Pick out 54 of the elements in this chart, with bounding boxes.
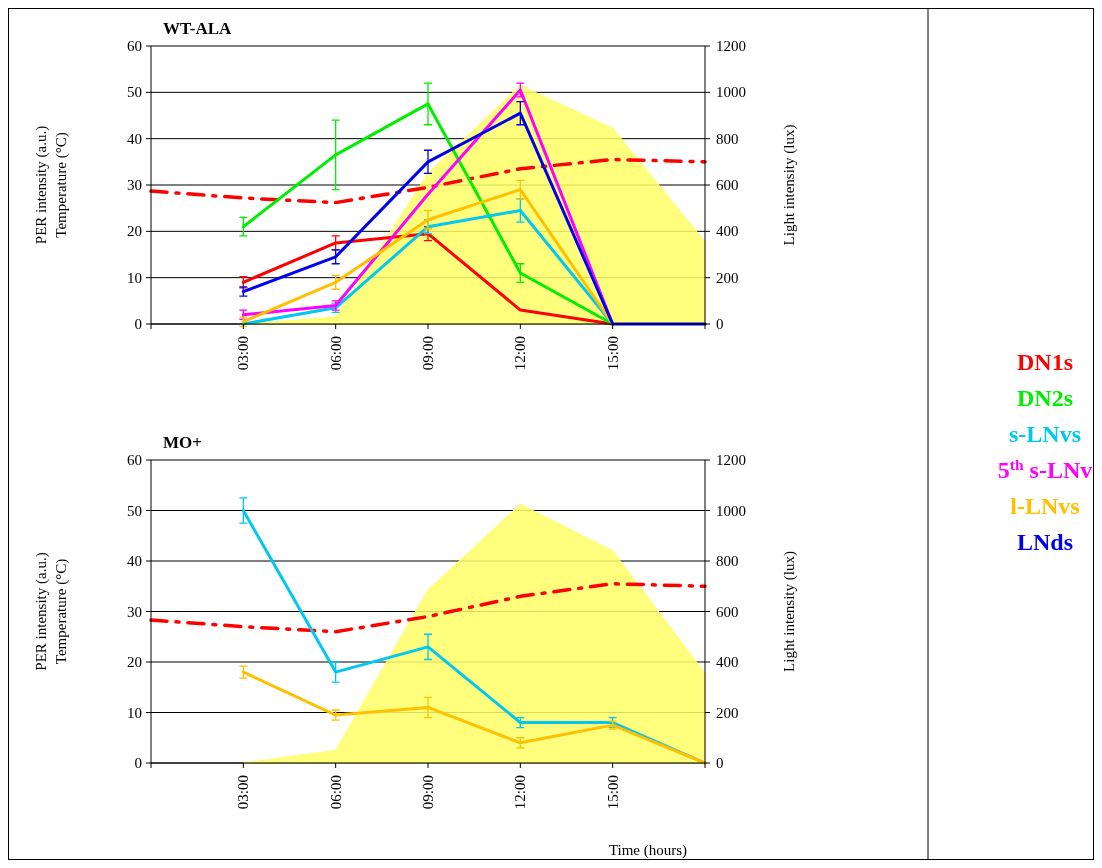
y2-tick-label: 0 (716, 316, 724, 332)
y-tick-label: 60 (127, 452, 142, 468)
y2-tick-label: 1200 (716, 38, 746, 54)
y-tick-label: 30 (127, 177, 142, 193)
x-tick-label: 15:00 (604, 775, 621, 810)
x-tick-label: 09:00 (420, 336, 436, 371)
x-tick-label: 09:00 (420, 775, 436, 810)
text: DN1s (1016, 349, 1074, 375)
y2-tick-label: 1000 (716, 84, 746, 101)
line-series (149, 157, 707, 205)
y-tick-label: 60 (127, 38, 142, 54)
x-tick-label: 03:00 (235, 336, 252, 371)
y2-axis-title: Light intensity (lux) (781, 551, 798, 672)
y2-tick-label: 1000 (716, 502, 746, 519)
y-tick-label: 40 (127, 553, 142, 569)
x-tick-label: 03:00 (235, 775, 252, 810)
y-tick-label: 0 (134, 316, 142, 332)
y2-tick-label: 600 (716, 603, 739, 620)
y-axis-title: PER intensity (a.u.) Temperature (°C) (33, 552, 70, 671)
y2-tick-label: 400 (716, 223, 739, 240)
y2-axis-title: Light intensity (lux) (781, 124, 798, 246)
y-tick-label: 50 (127, 502, 142, 519)
x-axis-title: Time (hours) (608, 842, 688, 859)
y-tick-label: 40 (127, 130, 142, 147)
x-tick-label: 12:00 (512, 336, 529, 371)
x-tick-label: 06:00 (327, 336, 344, 371)
line-series (149, 581, 707, 634)
y-tick-label: 10 (127, 269, 142, 286)
text: 5$^{th}$ s-LNv (997, 455, 1093, 483)
y-axis-title: PER intensity (a.u.) Temperature (°C) (33, 125, 70, 245)
y2-tick-label: 200 (716, 704, 739, 721)
chart-title: MO+ (163, 433, 202, 452)
point (238, 286, 248, 297)
x-tick-label: 15:00 (604, 336, 621, 371)
y2-tick-label: 400 (716, 654, 739, 670)
x-tick-label: 12:00 (512, 775, 529, 810)
text: DN2s (1016, 385, 1074, 411)
y-tick-label: 20 (127, 654, 142, 670)
text: s-LNvs (1008, 421, 1082, 447)
y-tick-label: 20 (127, 223, 142, 240)
chart-title: WT-ALA (163, 19, 233, 38)
y2-tick-label: 800 (716, 553, 739, 569)
y2-tick-label: 0 (716, 755, 724, 771)
y2-tick-label: 200 (716, 269, 739, 286)
x-tick-label: 06:00 (327, 775, 344, 810)
y2-tick-label: 600 (716, 177, 739, 193)
y-tick-label: 50 (127, 84, 142, 101)
y-tick-label: 10 (127, 704, 142, 721)
y-tick-label: 0 (134, 755, 142, 771)
y-tick-label: 30 (127, 603, 142, 620)
y2-tick-label: 1200 (716, 452, 746, 468)
text: l-LNvs (1010, 493, 1080, 519)
y2-tick-label: 800 (716, 130, 739, 147)
text: LNds (1016, 529, 1074, 555)
